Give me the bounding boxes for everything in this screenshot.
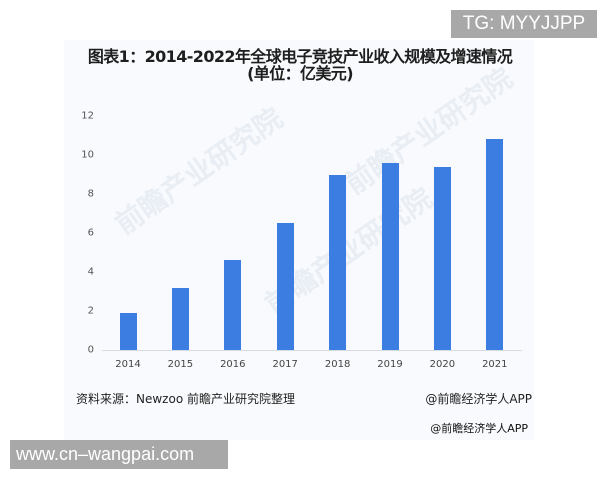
x-tick-label: 2016: [220, 359, 246, 370]
x-tick-label: 2015: [167, 359, 194, 370]
y-tick-label: 0: [87, 344, 94, 356]
credit-label-secondary: @前瞻经济学人APP: [430, 422, 528, 435]
credit-label: @前瞻经济学人APP: [425, 392, 532, 406]
bottom-watermark: www.cn–wangpai.com: [10, 440, 228, 469]
y-tick-label: 4: [87, 266, 94, 278]
y-tick-label: 12: [81, 110, 94, 122]
source-note: 资料来源：Newzoo 前瞻产业研究院整理: [76, 392, 295, 406]
y-tick-label: 10: [81, 149, 94, 161]
bar-2018: [329, 174, 347, 350]
bar-2019: [381, 162, 399, 350]
bar-2015: [171, 287, 189, 350]
bar-2014: [119, 312, 137, 350]
y-tick-label: 2: [87, 305, 94, 317]
x-tick-label: 2017: [272, 359, 298, 370]
y-tick-label: 6: [87, 227, 94, 239]
x-tick-label: 2014: [115, 359, 141, 370]
bar-2021: [486, 139, 504, 350]
chart-panel: [64, 40, 534, 440]
x-tick-label: 2020: [429, 359, 456, 370]
bar-2017: [276, 223, 294, 350]
title-line-2: (单位：亿美元): [247, 64, 353, 83]
x-tick-label: 2021: [482, 359, 508, 370]
x-tick-label: 2018: [324, 359, 351, 370]
y-tick-label: 8: [87, 188, 94, 200]
bar-2020: [433, 166, 451, 350]
bar-2016: [224, 260, 242, 350]
top-watermark: TG: MYYJJPP: [451, 10, 597, 38]
x-tick-label: 2019: [377, 359, 403, 370]
title-line-1: 图表1：2014-2022年全球电子竞技产业收入规模及增速情况: [87, 47, 513, 66]
chart-title: 图表1：2014-2022年全球电子竞技产业收入规模及增速情况 (单位：亿美元): [0, 48, 600, 82]
x-axis-line: [102, 350, 522, 351]
